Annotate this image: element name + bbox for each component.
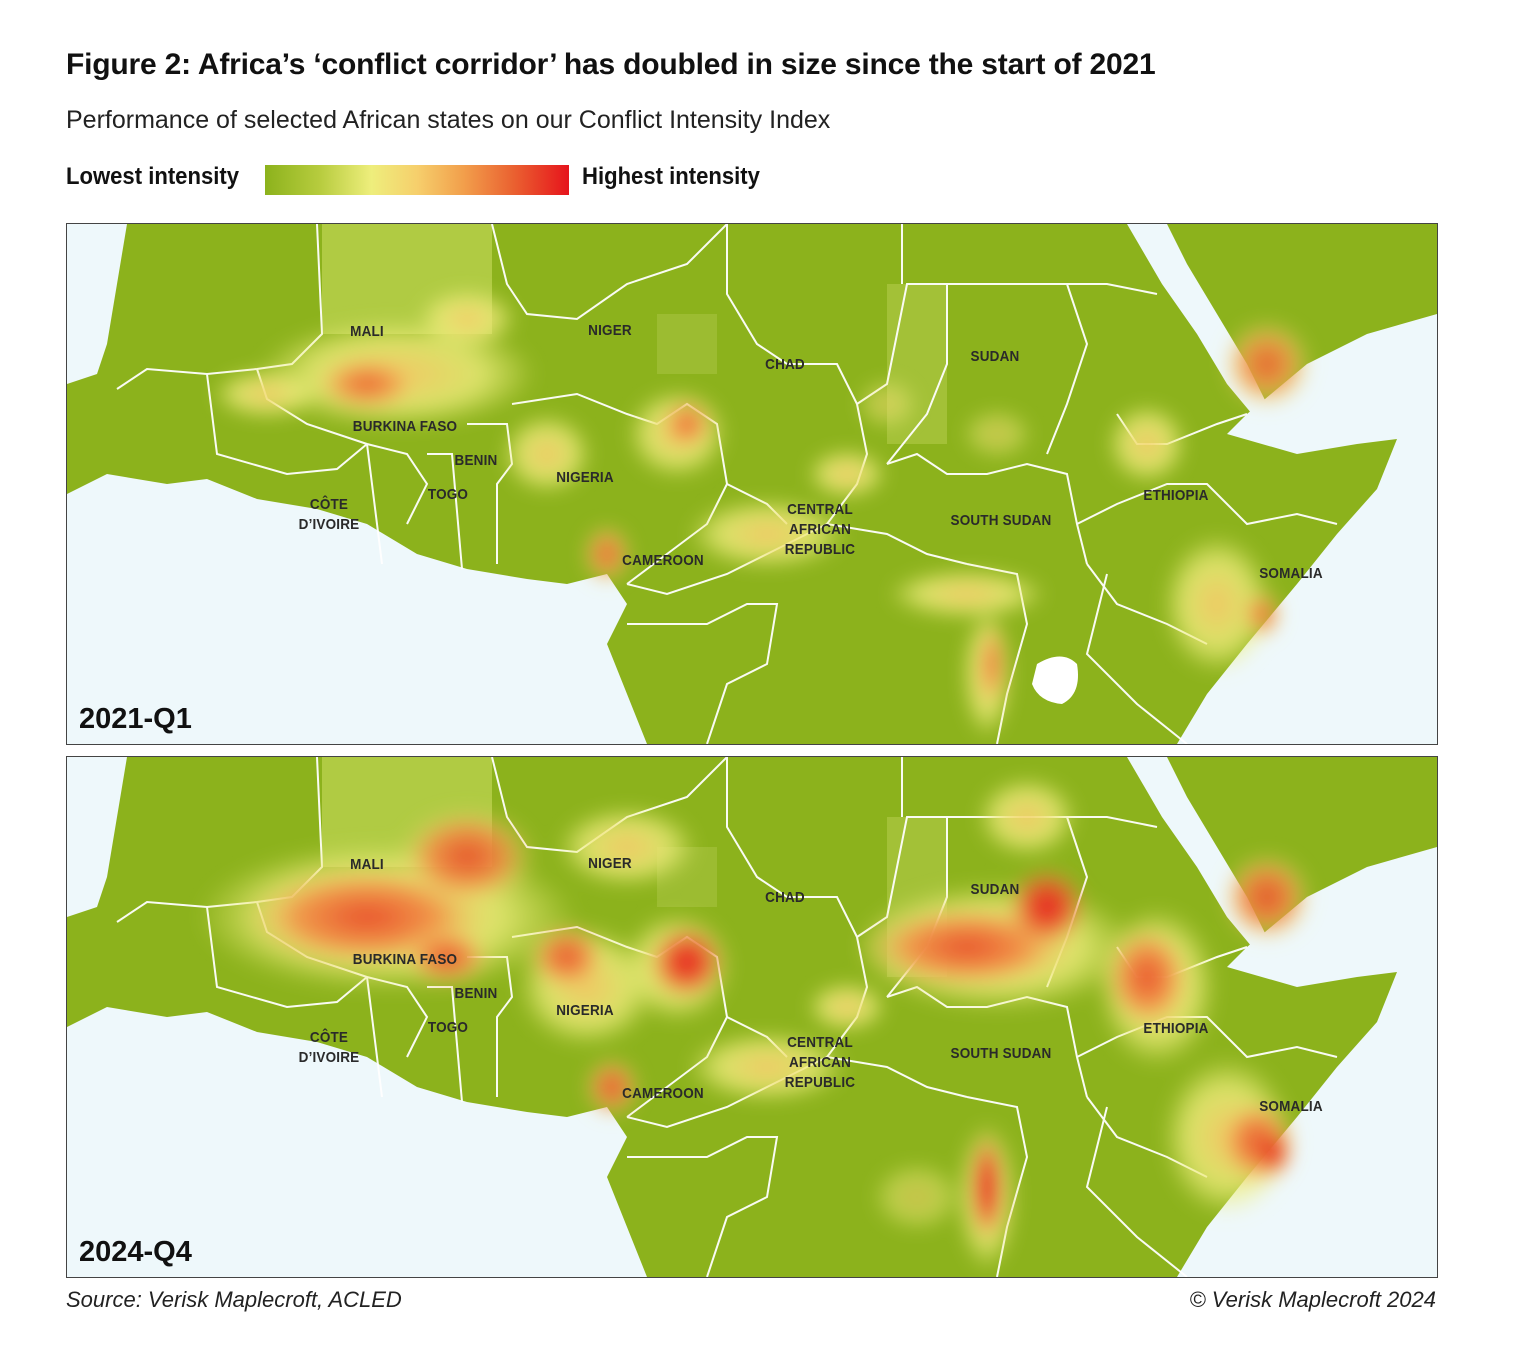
figure-subtitle: Performance of selected African states o… [66, 106, 831, 134]
label-burkina-faso: BURKINA FASO [352, 951, 458, 968]
atlantic-ocean [67, 1007, 647, 1277]
label-benin: BENIN [454, 985, 498, 1002]
heat-layer-2021-q1 [212, 289, 1312, 739]
map-svg-2024-q4 [67, 757, 1437, 1277]
legend-high-label: Highest intensity [582, 163, 760, 190]
west-coast-water [67, 757, 127, 917]
label-somalia: SOMALIA [1259, 565, 1323, 582]
label-cote-divoire: CÔTE D’IVOIRE [298, 1029, 360, 1066]
legend-low-label: Lowest intensity [66, 163, 239, 190]
lake-victoria [1032, 656, 1078, 704]
label-togo: TOGO [427, 486, 469, 503]
source-note: Source: Verisk Maplecroft, ACLED [66, 1287, 402, 1312]
gulf-of-aden [1247, 364, 1437, 439]
map-svg-2021-q1 [67, 224, 1437, 744]
label-sudan: SUDAN [970, 348, 1020, 365]
label-burkina-faso: BURKINA FASO [352, 418, 458, 435]
label-mali: MALI [350, 323, 384, 340]
label-niger: NIGER [588, 855, 632, 872]
label-nigeria: NIGERIA [556, 1002, 614, 1019]
label-ethiopia: ETHIOPIA [1143, 1020, 1209, 1037]
panel-label-2021-q1: 2021-Q1 [79, 703, 192, 735]
copyright-note: © Verisk Maplecroft 2024 [1189, 1287, 1436, 1312]
label-south-sudan: SOUTH SUDAN [950, 1045, 1052, 1062]
label-niger: NIGER [588, 322, 632, 339]
label-cote-divoire: CÔTE D’IVOIRE [298, 496, 360, 533]
label-nigeria: NIGERIA [556, 469, 614, 486]
west-coast-water [67, 224, 127, 384]
label-somalia: SOMALIA [1259, 1098, 1323, 1115]
label-benin: BENIN [454, 452, 498, 469]
label-chad: CHAD [765, 356, 805, 373]
label-chad: CHAD [765, 889, 805, 906]
legend-color-bar [265, 165, 569, 195]
atlantic-ocean [67, 474, 647, 744]
label-mali: MALI [350, 856, 384, 873]
label-ethiopia: ETHIOPIA [1143, 487, 1209, 504]
figure-title: Figure 2: Africa’s ‘conflict corridor’ h… [66, 48, 1156, 81]
map-panel-2024-q4: MALI NIGER CHAD SUDAN BURKINA FASO BENIN… [66, 756, 1438, 1278]
label-togo: TOGO [427, 1019, 469, 1036]
label-car: CENTRAL AFRICAN REPUBLIC [784, 501, 856, 558]
label-car: CENTRAL AFRICAN REPUBLIC [784, 1034, 856, 1091]
gulf-of-aden [1247, 897, 1437, 972]
label-south-sudan: SOUTH SUDAN [950, 512, 1052, 529]
panel-label-2024-q4: 2024-Q4 [79, 1236, 192, 1268]
map-panel-2021-q1: MALI NIGER CHAD SUDAN BURKINA FASO BENIN… [66, 223, 1438, 745]
label-sudan: SUDAN [970, 881, 1020, 898]
label-cameroon: CAMEROON [622, 1085, 704, 1102]
label-cameroon: CAMEROON [622, 552, 704, 569]
heat-layer-2024-q4 [197, 777, 1312, 1272]
